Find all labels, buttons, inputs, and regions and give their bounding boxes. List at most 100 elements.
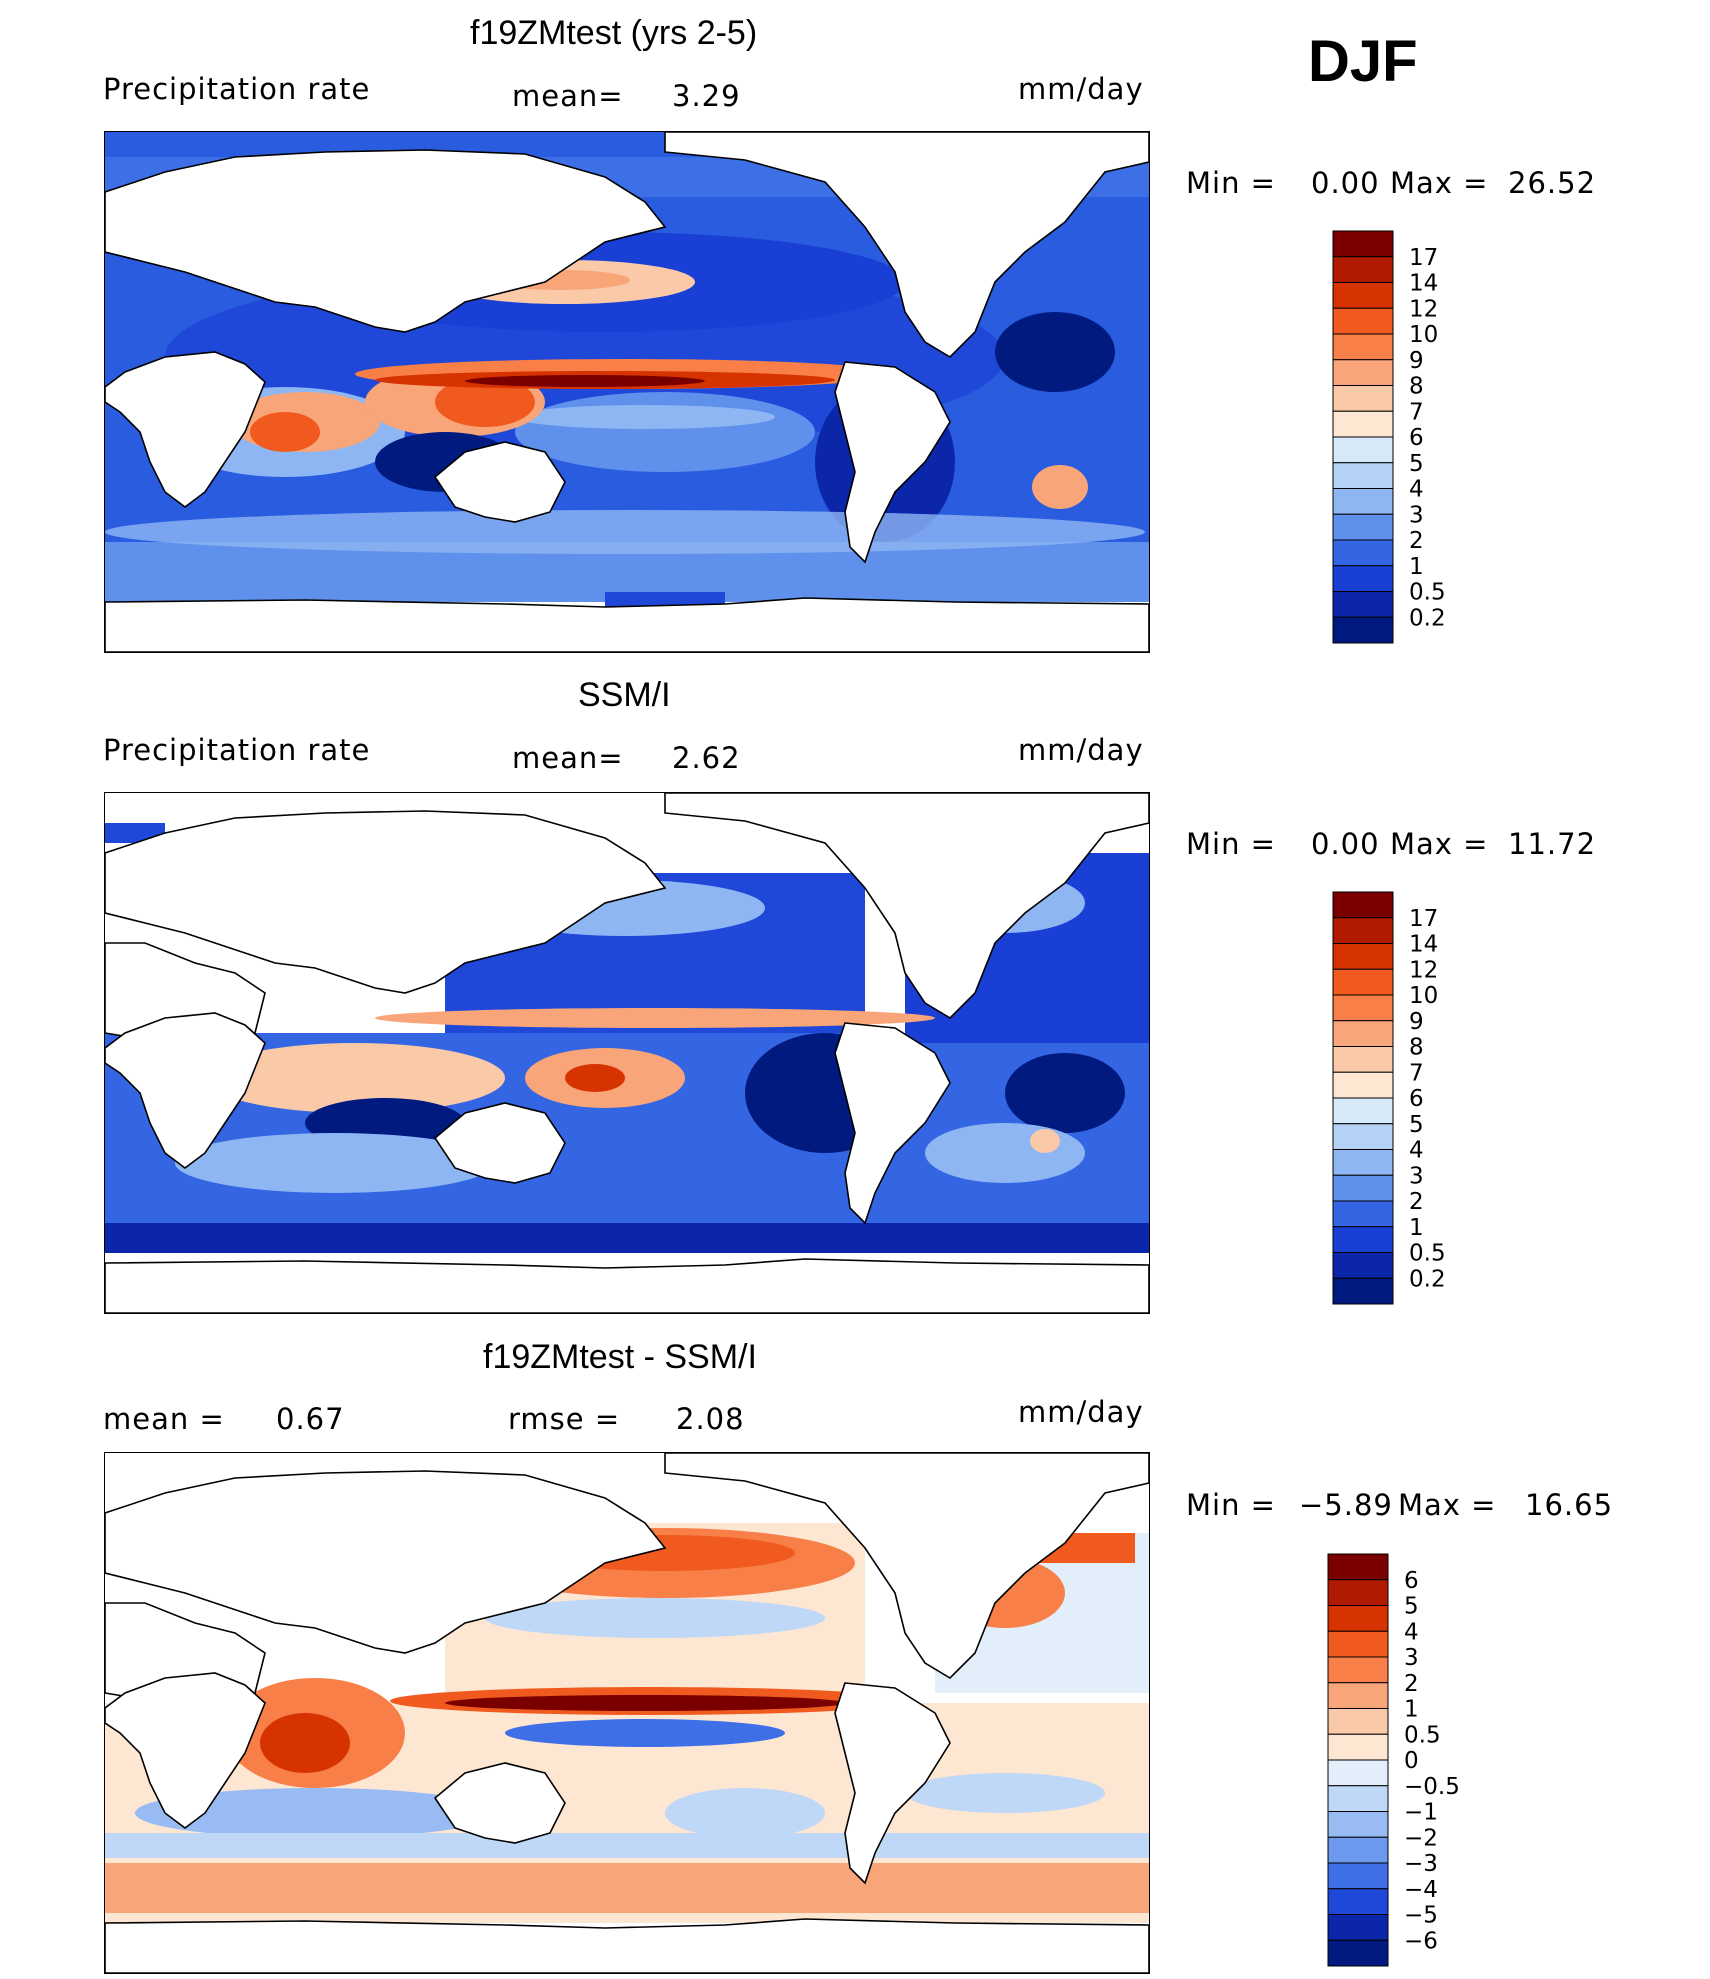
colorbar-tick-label: −3 (1404, 1851, 1438, 1877)
colorbar-swatch (1327, 1553, 1389, 1581)
colorbar-swatch (1332, 462, 1394, 489)
mean-label: mean= (512, 79, 624, 113)
colorbar-tick-label: −4 (1404, 1877, 1438, 1903)
colorbar-swatch (1332, 1097, 1394, 1125)
map-diff-precip (104, 1452, 1150, 1974)
colorbar-tick-label: 0.5 (1409, 1241, 1446, 1267)
colorbar-swatch (1332, 616, 1394, 644)
colorbar-tick-label: 2 (1409, 528, 1424, 554)
colorbar-tick-label: −2 (1404, 1825, 1438, 1851)
colorbar-tick-label: 3 (1409, 502, 1424, 528)
colorbar-tick-label: 5 (1409, 451, 1424, 477)
colorbar-tick-label: 3 (1409, 1163, 1424, 1189)
colorbar-swatch (1332, 256, 1394, 283)
colorbar-swatch (1332, 994, 1394, 1022)
colorbar-tick-label: 1 (1409, 1215, 1424, 1241)
rmse-label: rmse = (508, 1402, 621, 1436)
colorbar-swatch (1327, 1656, 1389, 1684)
colorbar-swatch (1332, 1149, 1394, 1176)
colorbar-tick-label: 7 (1409, 399, 1424, 425)
colorbar-tick-label: 8 (1409, 1035, 1424, 1061)
max-value: 11.72 (1508, 827, 1597, 861)
colorbar-tick-label: −6 (1404, 1928, 1438, 1954)
colorbar-tick-label: 8 (1409, 374, 1424, 400)
map-obs-precip (104, 792, 1150, 1314)
colorbar-tick-label: −5 (1404, 1903, 1438, 1929)
colorbar-swatch (1332, 1252, 1394, 1279)
max-label: Max = (1390, 166, 1489, 200)
colorbar-swatch (1327, 1579, 1389, 1606)
colorbar-swatch (1332, 565, 1394, 592)
colorbar-swatch (1327, 1682, 1389, 1709)
colorbar-swatch (1332, 539, 1394, 567)
colorbar-swatch (1332, 1071, 1394, 1099)
colorbar-tick-label: 3 (1404, 1645, 1419, 1671)
colorbar-tick-label: 6 (1409, 1086, 1424, 1112)
colorbar-tick-label: 2 (1409, 1189, 1424, 1215)
colorbar-swatch (1332, 917, 1394, 944)
colorbar-tick-label: 0.2 (1409, 605, 1446, 631)
colorbar-swatch (1332, 591, 1394, 618)
colorbar-tick-label: 1 (1404, 1697, 1419, 1723)
panel-title: f19ZMtest (yrs 2-5) (470, 14, 758, 52)
colorbar-swatch (1332, 436, 1394, 464)
colorbar-tick-label: 12 (1409, 957, 1438, 983)
colorbar-swatch (1332, 891, 1394, 919)
heatmap-field (105, 1453, 1149, 1973)
colorbar-swatch (1327, 1630, 1389, 1658)
colorbar-tick-label: 0 (1404, 1748, 1419, 1774)
colorbar-tick-label: 6 (1404, 1568, 1419, 1594)
colorbar-tick-label: 7 (1409, 1060, 1424, 1086)
colorbar-swatch (1332, 1226, 1394, 1253)
mean-value: 0.67 (276, 1402, 345, 1436)
colorbar-swatch (1327, 1811, 1389, 1838)
colorbar-swatch (1332, 968, 1394, 996)
min-label: Min = (1186, 827, 1276, 861)
colorbar-tick-label: 9 (1409, 1009, 1424, 1035)
max-label: Max = (1398, 1488, 1497, 1522)
min-value: 0.00 (1311, 166, 1380, 200)
colorbar-tick-label: 0.5 (1409, 580, 1446, 606)
colorbar-tick-label: 0.5 (1404, 1722, 1441, 1748)
colorbar-swatch (1332, 307, 1394, 335)
colorbar-tick-label: 1 (1409, 554, 1424, 580)
units-label: mm/day (1018, 733, 1144, 767)
mean-value: 2.62 (672, 741, 741, 775)
min-value: 0.00 (1311, 827, 1380, 861)
colorbar-tick-label: 17 (1409, 906, 1438, 932)
colorbar-obs: 17 14 12 10 9 8 7 6 5 4 3 2 1 0.5 0.2 (1332, 891, 1493, 1306)
colorbar-tick-label: 5 (1404, 1594, 1419, 1620)
colorbar-swatch (1332, 333, 1394, 361)
colorbar-swatch (1327, 1914, 1389, 1941)
colorbar-tick-label: 6 (1409, 425, 1424, 451)
colorbar-tick-label: −0.5 (1404, 1774, 1460, 1800)
colorbar-swatch (1332, 943, 1394, 970)
colorbar-diff: 6 5 4 3 2 1 0.5 0 −0.5 −1 −2 −3 −4 −5 −6 (1327, 1553, 1508, 1968)
colorbar-tick-label: 10 (1409, 983, 1438, 1009)
colorbar-swatch (1332, 359, 1394, 386)
colorbar-swatch (1327, 1888, 1389, 1915)
colorbar-tick-label: 14 (1409, 271, 1438, 297)
colorbar-tick-label: 2 (1404, 1671, 1419, 1697)
max-value: 16.65 (1525, 1488, 1614, 1522)
colorbar-swatch (1332, 1174, 1394, 1202)
min-value: −5.89 (1299, 1488, 1393, 1522)
mean-label: mean= (512, 741, 624, 775)
colorbar-swatch (1332, 1277, 1394, 1305)
colorbar-tick-label: 4 (1404, 1619, 1419, 1645)
mean-value: 3.29 (672, 79, 741, 113)
colorbar-swatch (1332, 1123, 1394, 1150)
variable-label: Precipitation rate (103, 733, 371, 767)
colorbar-tick-label: 10 (1409, 322, 1438, 348)
colorbar-swatch (1327, 1862, 1389, 1890)
colorbar-model: 17 14 12 10 9 8 7 6 5 4 3 2 1 0.5 0.2 (1332, 230, 1493, 645)
map-model-precip (104, 131, 1150, 653)
min-label: Min = (1186, 1488, 1276, 1522)
colorbar-swatch (1332, 1020, 1394, 1047)
colorbar-swatch (1327, 1939, 1389, 1967)
colorbar-swatch (1332, 410, 1394, 438)
season-label: DJF (1308, 29, 1418, 94)
